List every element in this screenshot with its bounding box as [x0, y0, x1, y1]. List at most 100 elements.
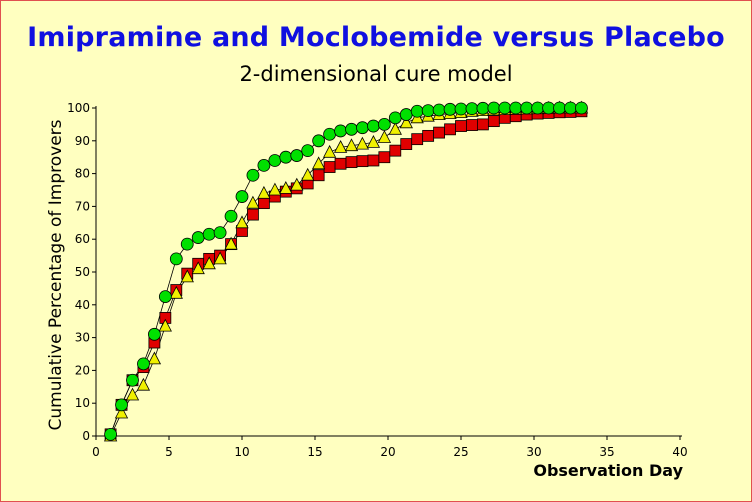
- red-squares-point: [422, 129, 435, 142]
- green-circles-point: [158, 290, 172, 304]
- red-squares-point: [389, 144, 402, 157]
- y-tick-label: 100: [67, 101, 90, 115]
- x-tick-label: 5: [165, 445, 173, 459]
- green-circles-point: [169, 252, 183, 266]
- yellow-triangles-point: [136, 377, 151, 391]
- x-tick-label: 25: [453, 445, 468, 459]
- red-squares-point: [433, 126, 446, 139]
- green-circles-point: [465, 102, 479, 116]
- red-squares-point: [444, 123, 456, 136]
- red-squares-point: [400, 138, 413, 150]
- green-circles-point: [268, 154, 282, 167]
- red-squares-point: [257, 197, 270, 210]
- green-circles-point: [104, 427, 117, 441]
- green-circles-point: [509, 101, 523, 115]
- yellow-triangles-point: [268, 182, 282, 196]
- green-circles-point: [575, 101, 588, 115]
- y-tick-label: 70: [75, 199, 90, 213]
- green-circles-point: [421, 104, 435, 118]
- green-circles-point: [147, 327, 161, 341]
- chart-title: Imipramine and Moclobemide versus Placeb…: [27, 22, 725, 53]
- x-tick-label: 0: [92, 445, 100, 459]
- chart-subtitle: 2-dimensional cure model: [239, 62, 513, 86]
- yellow-triangles-point: [180, 269, 194, 283]
- green-circles-point: [377, 118, 391, 131]
- yellow-triangles-point: [191, 261, 205, 275]
- red-squares-point: [487, 115, 500, 128]
- green-circles-point: [213, 226, 227, 240]
- x-tick-label: 35: [599, 445, 614, 459]
- y-tick-label: 40: [75, 298, 90, 312]
- red-squares-point: [367, 154, 380, 167]
- green-circles-point: [224, 209, 238, 223]
- y-tick-label: 0: [82, 429, 90, 443]
- yellow-triangles-point: [257, 185, 271, 199]
- yellow-triangles-point: [377, 130, 392, 143]
- red-squares-point: [247, 208, 259, 221]
- yellow-triangles-point: [125, 387, 140, 401]
- green-circles-point: [399, 108, 413, 121]
- yellow-triangles-point: [366, 135, 381, 148]
- y-tick-label: 10: [75, 396, 90, 410]
- green-circles-point: [115, 398, 128, 412]
- yellow-triangles-point: [147, 351, 162, 365]
- red-squares-point: [334, 157, 347, 170]
- x-tick-label: 40: [672, 445, 687, 459]
- yellow-triangles-point: [333, 140, 348, 153]
- red-squares-point: [312, 169, 325, 182]
- green-circles-point: [180, 237, 194, 251]
- green-circles-point: [553, 101, 566, 115]
- green-circles-point: [257, 158, 271, 172]
- green-circles-point: [235, 190, 249, 203]
- green-circles-point: [301, 144, 315, 158]
- red-squares-point: [466, 119, 478, 131]
- green-circles-point: [432, 103, 446, 117]
- y-tick-label: 60: [75, 232, 90, 246]
- yellow-triangles-point: [322, 144, 337, 158]
- yellow-triangles-point: [355, 136, 370, 150]
- green-circles-point: [202, 227, 216, 241]
- red-squares-point: [411, 133, 424, 146]
- green-circles-point: [487, 101, 501, 115]
- green-circles-point: [454, 102, 468, 116]
- series-layer: [103, 100, 589, 442]
- green-circles-point: [345, 122, 358, 136]
- green-circles-point: [388, 111, 402, 125]
- yellow-triangles-point: [246, 195, 260, 209]
- y-axis-title: Cumulative Percentage of Improvers: [46, 119, 66, 430]
- green-circles-point: [334, 124, 347, 138]
- green-circles-point: [137, 357, 150, 371]
- red-squares-point: [356, 155, 369, 168]
- green-circles-point: [443, 102, 457, 116]
- y-tick-label: 30: [75, 331, 90, 345]
- red-squares-point: [323, 161, 336, 173]
- red-squares-point: [455, 120, 467, 132]
- y-tick-label: 50: [75, 265, 90, 279]
- red-squares-point: [378, 151, 391, 164]
- yellow-triangles-point: [399, 115, 413, 129]
- axes: 0 10 20 30 40 50 60 70 80 90 100 0 5 10 15 20 25 30 35 40: [67, 101, 688, 459]
- red-squares-point: [345, 156, 358, 169]
- green-circles-point: [476, 101, 490, 115]
- green-circles-point: [323, 127, 337, 141]
- yellow-triangles-point: [114, 405, 129, 419]
- yellow-triangles-point: [301, 167, 315, 181]
- yellow-triangles-point: [158, 318, 172, 332]
- y-tick-label: 90: [75, 134, 90, 148]
- green-circles-point: [246, 168, 260, 182]
- x-axis-title: Observation Day: [533, 461, 683, 480]
- yellow-triangles-point: [344, 138, 359, 152]
- green-circles-point: [366, 119, 380, 133]
- green-circles-point: [410, 104, 424, 118]
- yellow-triangles-point: [202, 256, 216, 270]
- green-circles-point: [279, 150, 293, 164]
- red-squares-point: [476, 118, 489, 131]
- yellow-triangles-point: [224, 236, 238, 250]
- x-tick-label: 10: [234, 445, 249, 459]
- yellow-triangles-point: [290, 177, 304, 191]
- y-tick-label: 80: [75, 167, 90, 181]
- green-circles-point: [312, 134, 326, 148]
- green-circles-point: [356, 121, 369, 135]
- yellow-triangles-point: [169, 285, 183, 299]
